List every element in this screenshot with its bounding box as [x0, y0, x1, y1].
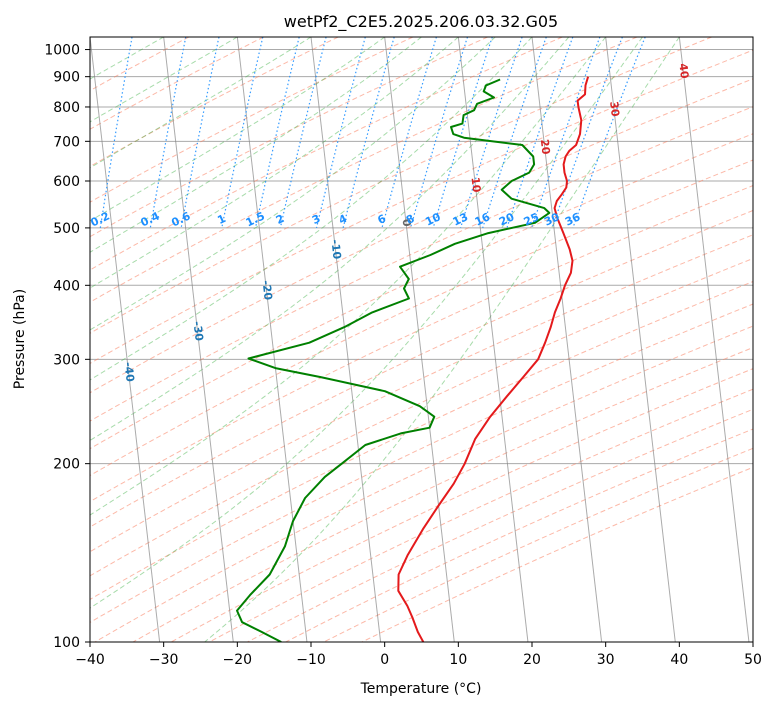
chart-title: wetPf2_C2E5.2025.206.03.32.G05: [284, 12, 558, 32]
x-tick-label: 50: [744, 652, 762, 668]
isotherm-label: -30: [190, 321, 205, 343]
isotherm-label: 20: [538, 139, 553, 156]
x-tick-label: 0: [380, 652, 389, 668]
isotherm-label: -10: [328, 239, 343, 261]
isotherm-label: 10: [469, 177, 484, 194]
x-tick-label: −30: [149, 652, 179, 668]
isotherm-label: 40: [676, 63, 691, 80]
x-tick-label: −20: [223, 652, 253, 668]
y-tick-label: 800: [53, 100, 80, 116]
isotherm-label: -20: [259, 280, 274, 302]
y-tick-label: 100: [53, 635, 80, 651]
plot-area: -100-90-80-70-60-50-40-30-20-10010203040…: [0, 37, 775, 642]
isotherm-label: -40: [122, 361, 137, 383]
x-tick-label: 30: [597, 652, 615, 668]
plot-background: [90, 37, 753, 642]
x-tick-label: 40: [670, 652, 688, 668]
x-tick-label: 10: [449, 652, 467, 668]
y-tick-label: 700: [53, 134, 80, 150]
y-tick-label: 200: [53, 457, 80, 473]
y-tick-label: 1000: [44, 43, 80, 59]
x-tick-label: −10: [296, 652, 326, 668]
isotherm-label: 30: [607, 101, 622, 118]
x-axis-title: Temperature (°C): [360, 681, 482, 697]
y-tick-label: 300: [53, 352, 80, 368]
y-tick-label: 400: [53, 278, 80, 294]
x-tick-label: −40: [75, 652, 105, 668]
y-tick-label: 500: [53, 221, 80, 237]
x-tick-label: 20: [523, 652, 541, 668]
y-tick-label: 900: [53, 70, 80, 86]
y-tick-label: 600: [53, 174, 80, 190]
y-axis-title: Pressure (hPa): [12, 289, 28, 389]
